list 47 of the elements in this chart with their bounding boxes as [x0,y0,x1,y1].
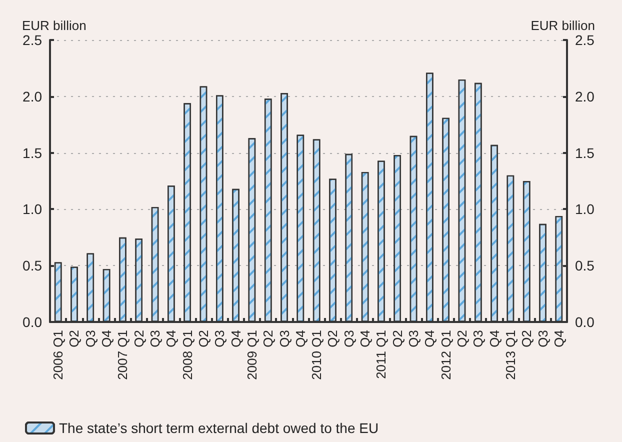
x-tick-label: Q4 [486,330,502,348]
y2-tick-label: 0.0 [575,314,595,330]
x-tick-label: 2006 Q1 [50,330,66,380]
y-tick-label: 2.5 [22,32,42,48]
y2-tick-label: 2.5 [575,32,595,48]
x-tick-label: Q4 [358,330,373,348]
x-tick-label: Q2 [66,330,82,348]
y2-tick-label: 1.0 [575,201,595,218]
x-tick-label: Q3 [276,330,292,348]
x-tick-label: Q3 [406,330,422,348]
x-tick-label: Q2 [260,330,276,348]
x-tick-label: Q3 [82,330,98,348]
x-tick-label: Q3 [148,330,163,348]
x-tick-label: Q4 [551,330,566,348]
x-tick-label: 2013 Q1 [502,330,518,380]
y2-tick-label: 0.5 [575,258,595,274]
x-tick-label: Q2 [325,330,340,348]
x-tick-label: 2009 Q1 [244,330,260,380]
x-tick-label: Q2 [196,330,211,348]
x-tick-label: 2008 Q1 [180,330,195,380]
y-tick-label: 1.0 [22,201,42,218]
x-tick-label: Q4 [164,330,179,348]
x-tick-label: Q3 [212,330,228,348]
y2-tick-label: 1.5 [575,144,595,161]
x-tick-label: 2007 Q1 [115,330,130,380]
y-tick-label: 1.5 [22,144,42,161]
y-tick-label: 2.0 [22,88,42,104]
x-tick-label: Q2 [519,330,534,348]
y2-axis-title: EUR billion [530,18,595,33]
x-tick-label: Q4 [422,330,438,348]
x-tick-label: Q2 [131,330,146,348]
x-tick-label: Q3 [535,330,550,348]
y-axis-title: EUR billion [22,18,86,33]
x-tick-label: 2011 Q1 [374,330,389,379]
x-tick-label: Q3 [341,330,356,348]
x-tick-label: Q2 [454,330,470,348]
y-tick-label: 0.0 [22,314,42,330]
y2-tick-label: 2.0 [575,88,595,104]
x-tick-label: Q4 [228,330,244,348]
x-tick-label: Q3 [470,330,486,348]
x-tick-label: 2012 Q1 [438,330,454,380]
x-tick-label: Q4 [99,330,114,348]
x-tick-label: Q2 [390,330,405,348]
x-tick-label: 2010 Q1 [309,330,324,380]
y-tick-label: 0.5 [22,258,42,274]
x-tick-label: Q4 [292,330,308,348]
legend-label: The state’s short term external debt owed to the EU [59,420,379,436]
